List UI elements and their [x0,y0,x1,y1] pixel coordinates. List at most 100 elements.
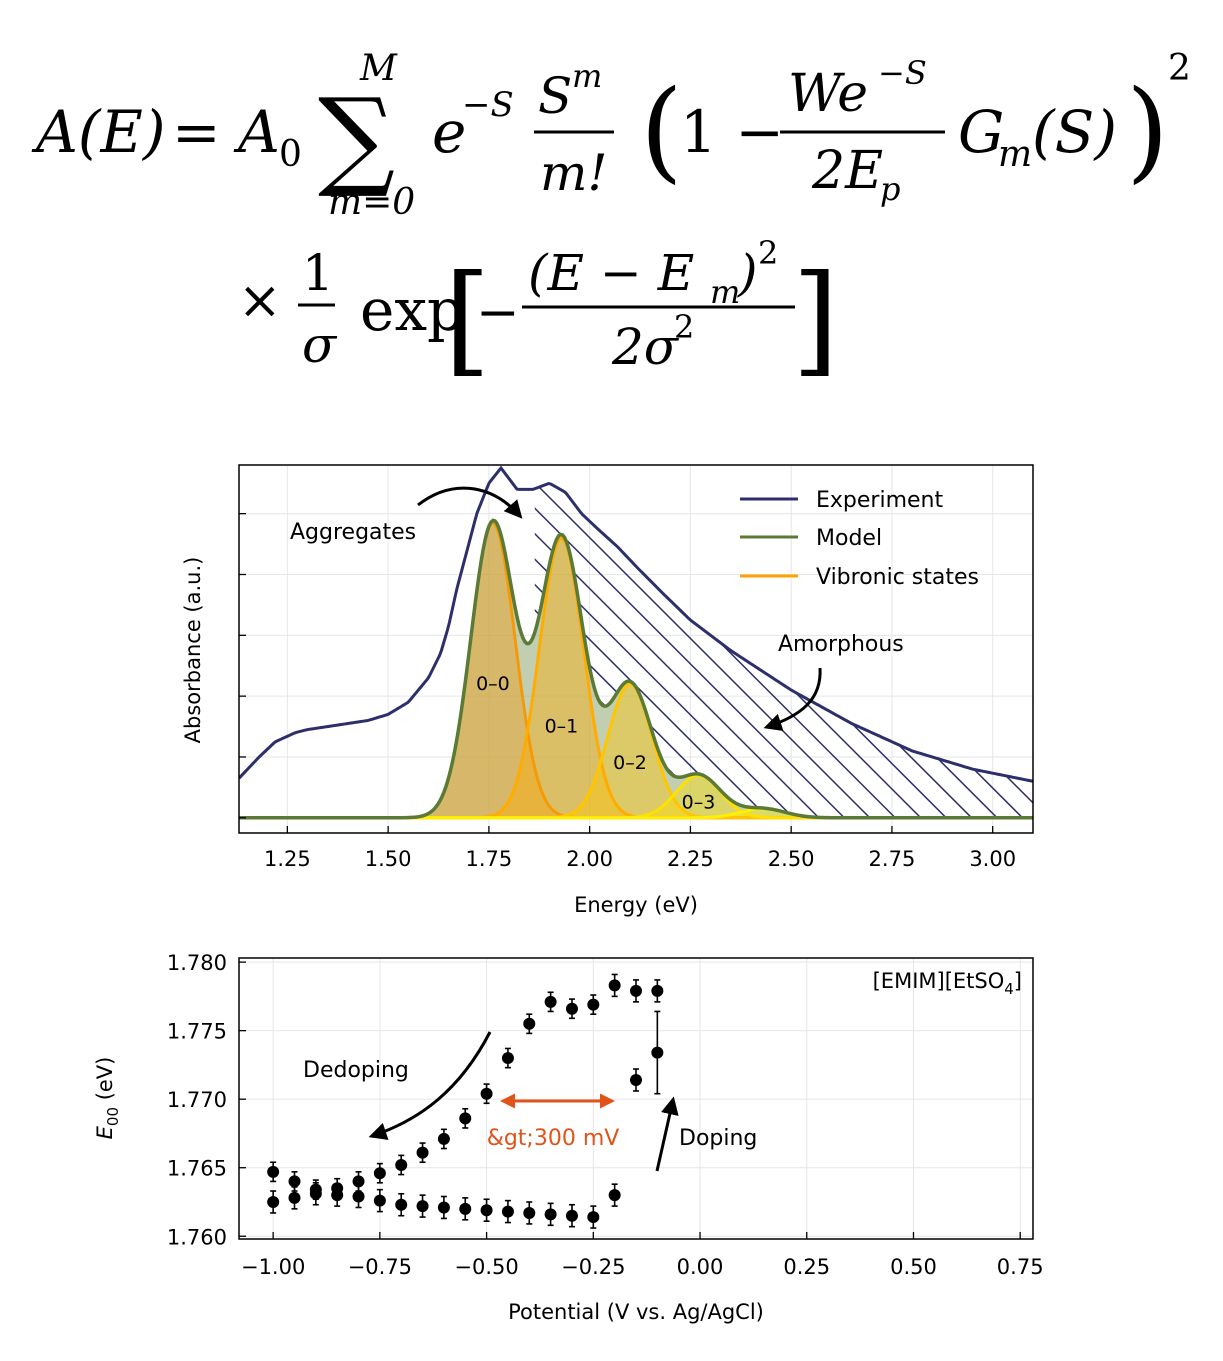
absorbance-xlabel: Energy (eV) [574,893,698,917]
amorphous-arrow [763,667,822,731]
eq-bracket-open: [ [444,250,491,389]
annotation-amorphous: Amorphous [778,632,904,657]
vibronic-label: 0–1 [545,716,579,738]
data-point [352,1175,365,1188]
eq-sum-lower: m=0 [328,182,415,223]
eq-frac3-num: 1 [302,244,334,302]
absorbance-ticks: 1.25 1.50 1.75 2.00 2.25 2.50 2.75 3.00 [239,513,1016,871]
y-tick-label: 1.760 [167,1225,227,1249]
data-point [480,1204,493,1217]
data-point [373,1194,386,1207]
data-point [288,1191,301,1204]
eq-frac4-den-sup: 2 [674,308,694,346]
data-point [501,1205,514,1218]
data-point [630,1073,642,1086]
eq-bracket-close: ] [792,250,839,389]
data-point [480,1087,493,1100]
eq-times: × [238,271,282,331]
eq-g: G [958,98,1004,166]
vibronic-label: 0–0 [476,673,510,695]
data-point [587,1211,600,1224]
amorphous-hatch-area [534,483,1033,818]
e00-ylabel: E00 (eV) [93,1057,122,1140]
data-point [437,1201,450,1214]
data-point [587,998,600,1011]
x-tick-label: 2.50 [768,847,815,871]
vibronic-labels: 0–0 0–1 0–2 0–3 [476,673,715,814]
legend: Experiment Model Vibronic states [740,488,979,590]
eq-paren-open: ( [640,66,683,194]
e00-chart: −1.00 −0.75 −0.50 −0.25 0.00 0.25 0.50 0.75 1.76… [93,951,1044,1324]
x-tick-label: −0.25 [561,1255,625,1279]
x-tick-label: 2.00 [566,847,613,871]
eq-equals: = [172,98,221,166]
dedoping-arrow [368,1031,492,1140]
data-point [331,1189,344,1202]
eq-frac2-num-sup: −S [878,54,927,92]
y-tick-label: 1.775 [167,1020,227,1044]
experiment-line [239,465,1033,783]
eq-a0: A [233,98,280,166]
eq-frac4-num: (E − E [528,244,694,302]
equation: A(E) = A 0 M ∑ m=0 e −S S m m! ( 1 − We … [31,48,1191,389]
y-tick-label: 1.770 [167,1088,227,1112]
eq-lhs: A(E) [31,98,165,166]
data-point [352,1190,365,1203]
data-point [651,1046,664,1059]
equation-line-1: A(E) = A 0 M ∑ m=0 e −S S m m! ( 1 − We … [31,48,1191,223]
eq-frac1-num-sup: m [572,57,602,95]
annotation-shift: &gt;300 mV [487,1126,620,1151]
x-tick-label: 3.00 [969,847,1016,871]
vibronic-fill [239,683,1033,818]
legend-label-model: Model [816,526,882,551]
model-fill-area [239,520,1033,818]
eq-frac2-den: 2E [811,141,883,201]
x-tick-label: 2.75 [869,847,916,871]
eq-frac1-num: S [538,67,572,125]
data-point [651,984,664,997]
eq-exp-fn: exp [360,276,464,344]
data-point [267,1195,280,1208]
eq-paren-close: ) [1126,66,1169,194]
eq-g-sub: m [998,134,1032,175]
e00-ticks: −1.00 −0.75 −0.50 −0.25 0.00 0.25 0.50 0.75 1.76… [167,951,1044,1279]
aggregates-arrow [417,486,523,519]
eq-sum-upper: M [359,48,398,89]
eq-frac4-num-sup: 2 [758,234,778,272]
data-point [523,1206,536,1219]
y-tick-label: 1.780 [167,951,227,975]
annotation-dedoping: Dedoping [303,1058,409,1083]
x-tick-label: 1.25 [264,847,311,871]
x-tick-label: 1.50 [365,847,412,871]
data-point [608,1189,621,1202]
electrolyte-label: [EMIM][EtSO4] [873,969,1022,998]
x-tick-label: 0.00 [677,1255,724,1279]
x-tick-label: −1.00 [241,1255,305,1279]
data-point [288,1175,301,1188]
x-tick-label: 2.25 [667,847,714,871]
x-tick-label: 0.25 [783,1255,830,1279]
data-point [565,1002,578,1015]
data-point [544,1208,557,1221]
eq-frac4-num-close: ) [737,244,758,302]
vibronic-label: 0–3 [682,792,716,814]
data-point [373,1167,386,1180]
eq-g-arg: (S) [1032,98,1117,166]
eq-a0-sub: 0 [279,134,302,175]
eq-exp-power: −S [462,85,514,125]
data-point [523,1017,536,1030]
data-point [416,1146,429,1159]
eq-frac2-den-sub: p [880,170,900,208]
data-point [544,995,557,1008]
eq-minus: − [476,283,520,343]
x-tick-label: 0.75 [997,1255,1044,1279]
model-line [239,518,1033,820]
e00-frame [238,957,1034,1240]
data-point [395,1158,408,1171]
annotation-doping: Doping [679,1126,757,1151]
data-point [459,1202,472,1215]
eq-frac1-den: m! [540,144,608,202]
e00-points [267,973,664,1229]
x-tick-label: 1.75 [466,847,513,871]
